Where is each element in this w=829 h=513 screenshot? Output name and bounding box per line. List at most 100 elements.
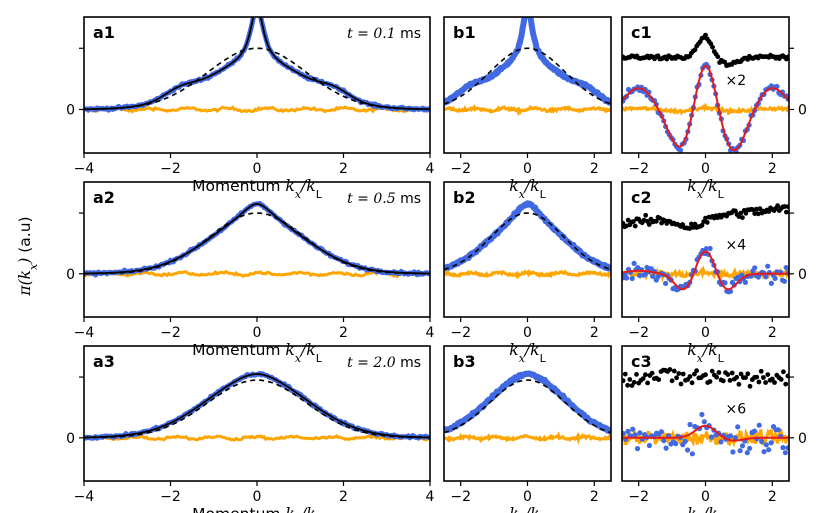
black-data-point xyxy=(646,222,652,227)
x-label-word: Momentum xyxy=(192,341,285,359)
black-data-point xyxy=(738,210,744,216)
x-label-part: / xyxy=(299,505,308,513)
x-label-part: k xyxy=(285,505,294,513)
black-data-point xyxy=(755,211,761,217)
x-label-part: / xyxy=(523,177,532,195)
x-tick-label: 2 xyxy=(339,325,348,341)
black-data-point xyxy=(756,379,762,385)
x-tick-label: −4 xyxy=(74,325,95,341)
black-data-point xyxy=(645,380,650,386)
blue-data-point xyxy=(642,271,648,277)
time-unit: ms xyxy=(400,26,421,42)
black-data-point xyxy=(622,371,628,377)
blue-data-point xyxy=(646,442,653,449)
black-data-point xyxy=(680,371,686,377)
blue-data-point xyxy=(648,266,654,272)
black-data-point xyxy=(687,374,693,379)
black-data-point xyxy=(765,372,771,377)
x-tick-label: 2 xyxy=(768,489,777,505)
x-label-part: k xyxy=(530,505,539,513)
x-label-part: k xyxy=(285,341,294,359)
x-label-part: k xyxy=(708,341,717,359)
blue-data-point xyxy=(707,245,713,252)
x-label-part: L xyxy=(718,188,725,201)
black-data-point xyxy=(743,375,748,380)
x-axis-label: kx/kL xyxy=(509,341,546,365)
x-tick-label: 0 xyxy=(523,161,532,177)
black-data-point xyxy=(775,203,780,209)
black-data-point xyxy=(694,368,699,374)
x-tick-label: 0 xyxy=(253,489,262,505)
x-axis-label: kx/kL xyxy=(509,505,546,513)
red-fit-line xyxy=(622,64,789,152)
x-label-part: k xyxy=(509,177,518,195)
time-unit: ms xyxy=(400,191,421,207)
black-data-point xyxy=(689,380,695,386)
blue-data-point xyxy=(687,421,693,428)
x-tick-label: 0 xyxy=(701,161,710,177)
blue-data-point xyxy=(735,424,741,430)
y-label-part: ) xyxy=(16,258,34,265)
x-label-part: k xyxy=(687,341,696,359)
blue-data-point xyxy=(768,440,774,446)
x-label-part: x xyxy=(295,188,302,201)
y-axis-label-text: π(kx) (a.u) xyxy=(16,216,40,296)
y-tick-label-right: 0 xyxy=(798,267,807,283)
plot-area xyxy=(444,17,611,117)
x-label-part: k xyxy=(509,341,518,359)
x-tick-label: 0 xyxy=(523,489,532,505)
blue-data-point xyxy=(658,429,665,435)
panel-label: b2 xyxy=(453,188,476,207)
time-annotation: t = 2.0 ms xyxy=(347,355,421,371)
black-data-point xyxy=(758,368,764,374)
x-axis-label: kx/kL xyxy=(687,341,724,365)
y-label-part: (a.u) xyxy=(16,216,34,257)
x-tick-label: −4 xyxy=(74,161,95,177)
plot-area xyxy=(84,200,430,279)
black-data-point xyxy=(757,206,763,212)
x-label-part: x xyxy=(697,352,704,365)
blue-series-line xyxy=(84,17,430,113)
blue-data-point xyxy=(722,280,728,286)
blue-series-line xyxy=(444,17,611,106)
x-label-part: x xyxy=(295,352,302,365)
blue-data-point xyxy=(739,443,746,449)
dashed-gaussian-line xyxy=(444,379,611,434)
orange-series-line xyxy=(444,104,611,117)
black-data-point xyxy=(703,32,708,38)
blue-series-line xyxy=(444,370,611,434)
x-tick-label: 2 xyxy=(768,325,777,341)
blue-data-point xyxy=(631,260,637,266)
x-tick-label: 0 xyxy=(253,161,262,177)
time-value: t = 2.0 xyxy=(347,355,400,371)
dashed-gaussian-line xyxy=(444,212,611,271)
dashed-gaussian-line xyxy=(84,379,430,439)
black-data-point xyxy=(745,371,751,377)
orange-series-line xyxy=(84,269,430,279)
plot-area xyxy=(84,17,430,114)
black-data-point xyxy=(643,372,648,378)
black-data-point xyxy=(692,371,697,377)
x-label-part: k xyxy=(708,177,717,195)
panel-label: c3 xyxy=(631,352,652,371)
blue-data-point xyxy=(732,435,738,441)
black-data-point xyxy=(703,372,708,378)
black-data-point xyxy=(754,374,760,380)
blue-data-point xyxy=(661,438,667,444)
black-fit-line xyxy=(84,202,430,275)
panel-label: b3 xyxy=(453,352,476,371)
x-label-part: / xyxy=(701,341,710,359)
red-fit-line xyxy=(622,250,789,291)
x-label-part: k xyxy=(530,341,539,359)
black-data-point xyxy=(761,375,766,380)
x-tick-label: −2 xyxy=(160,161,181,177)
black-data-point xyxy=(640,376,646,381)
blue-data-point xyxy=(730,449,736,455)
panel-label: c2 xyxy=(631,188,652,207)
blue-data-point xyxy=(622,430,626,437)
